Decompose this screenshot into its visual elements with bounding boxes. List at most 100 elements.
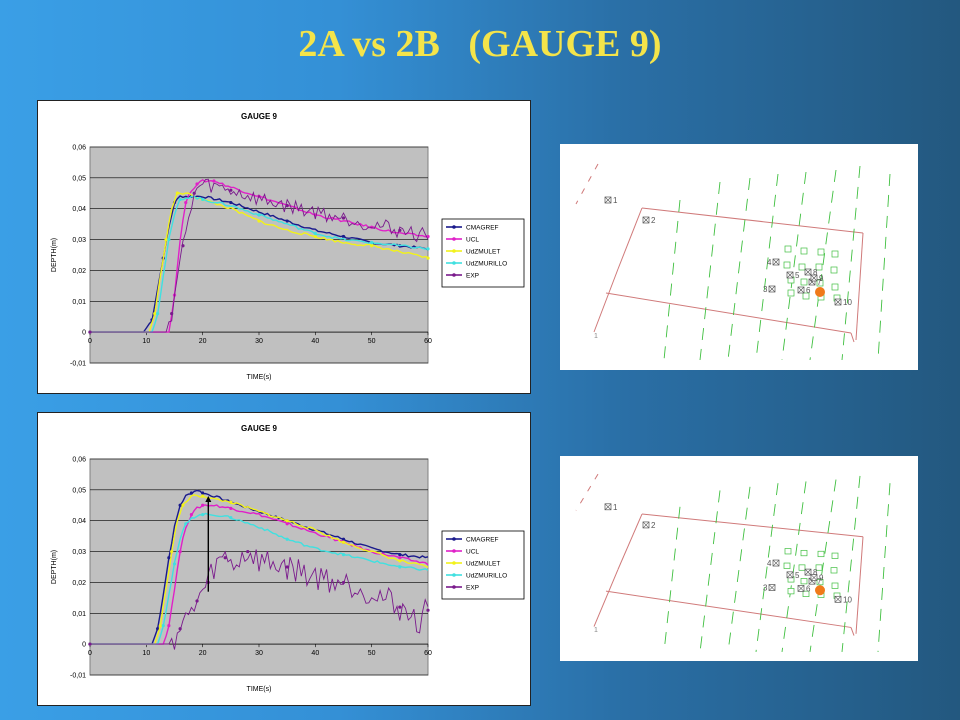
legend-label: UdZMURILLO <box>466 261 507 268</box>
data-point <box>398 559 402 563</box>
data-point <box>153 312 157 316</box>
gauge-label: 5 <box>795 271 800 280</box>
data-point <box>341 537 346 541</box>
gauge-label: 10 <box>843 595 852 604</box>
legend-marker <box>452 585 456 589</box>
x-tick-label: 60 <box>424 650 432 657</box>
gauge-cross <box>810 274 818 282</box>
boundary-line <box>641 513 864 538</box>
x-tick-label: 50 <box>368 650 376 657</box>
data-point <box>201 503 205 507</box>
gauge-marker: 7 <box>808 278 822 287</box>
x-tick-label: 20 <box>199 338 207 345</box>
y-tick-label: -0,01 <box>70 361 86 368</box>
legend-label: UdZMULET <box>466 561 500 568</box>
y-tick-label: 0,04 <box>72 206 86 213</box>
data-point <box>246 549 250 554</box>
data-point <box>426 247 430 251</box>
boundary-line <box>593 268 619 333</box>
gauge-cross <box>786 271 794 279</box>
building-block <box>783 562 791 569</box>
gauge-layout-map-bottom: 1 2 3 4 5 6 7 8 9 10 1 <box>560 456 918 661</box>
contour-line <box>755 173 779 361</box>
data-point <box>285 537 289 541</box>
data-point <box>201 512 205 517</box>
data-point <box>341 580 346 585</box>
x-tick-label: 30 <box>255 650 263 657</box>
building-block <box>816 279 824 287</box>
boundary-line <box>593 569 619 627</box>
data-point <box>172 562 177 566</box>
gauge-cross <box>810 574 818 581</box>
gauge-label: 7 <box>817 278 822 287</box>
data-point <box>370 241 374 245</box>
boundary-line <box>850 332 855 343</box>
contour-line <box>727 486 751 652</box>
contour-line <box>809 479 837 652</box>
chart-title: GAUGE 9 <box>241 424 278 433</box>
gauge-cross <box>604 196 612 204</box>
slide-title: 2A vs 2B (GAUGE 9) <box>298 23 662 65</box>
data-point <box>285 519 289 523</box>
building-block <box>800 247 808 255</box>
gauge-label: 5 <box>795 571 800 580</box>
y-axis-title: DEPTH(m) <box>51 238 58 272</box>
data-point <box>229 506 233 510</box>
building-block <box>816 579 824 586</box>
data-point <box>201 494 205 498</box>
data-point <box>195 182 199 186</box>
legend-marker <box>452 561 456 565</box>
corner-label: 1 <box>594 333 598 340</box>
building-block <box>800 578 808 585</box>
legend-marker <box>452 549 456 553</box>
y-tick-label: 0,01 <box>72 299 86 306</box>
building-block <box>783 261 791 269</box>
y-tick-label: 0,05 <box>72 487 86 494</box>
contour-line <box>841 165 861 361</box>
building-block <box>798 263 806 271</box>
contour-line <box>841 475 861 652</box>
gauge-label: 4 <box>767 559 772 568</box>
y-tick-label: 0,02 <box>72 268 86 275</box>
gauge-marker: 1 <box>604 196 618 205</box>
gauge-marker: 6 <box>797 584 811 593</box>
gauge-cross <box>834 596 842 603</box>
data-point <box>341 553 346 557</box>
data-point <box>212 179 216 183</box>
building-block <box>831 283 839 291</box>
building-block <box>817 550 825 558</box>
boundary-line <box>605 590 852 628</box>
x-tick-label: 0 <box>88 338 92 345</box>
y-tick-label: 0,01 <box>72 611 86 618</box>
data-point <box>341 234 346 239</box>
contour-line <box>781 481 807 652</box>
contour-line <box>877 173 891 361</box>
x-tick-label: 60 <box>424 338 432 345</box>
x-tick-label: 50 <box>368 338 376 345</box>
contour-line <box>663 199 681 361</box>
data-point <box>175 191 179 195</box>
data-point <box>178 549 182 554</box>
building-block <box>830 567 838 574</box>
gauge-cross <box>604 503 612 511</box>
gauge-marker: 2 <box>642 216 656 225</box>
data-point <box>229 516 233 520</box>
data-point <box>178 627 182 631</box>
boundary-line <box>605 292 852 334</box>
x-tick-label: 0 <box>88 650 92 657</box>
gauge-chart-bottom: -0,01 0 0,01 0,02 0,03 0,04 0,05 0,06 0 10 20 30 40 5… <box>37 412 531 706</box>
data-point <box>341 216 346 220</box>
y-tick-label: 0,03 <box>72 549 86 556</box>
gauge-label: 3 <box>763 285 768 294</box>
legend-marker <box>452 261 456 265</box>
data-point <box>170 549 174 554</box>
gauge-label: 8 <box>813 568 818 577</box>
y-tick-label: 0,03 <box>72 237 86 244</box>
gauge-chart-top: -0,01 0 0,01 0,02 0,03 0,04 0,05 0,06 0 10 20 30 40 5… <box>37 100 531 394</box>
building-block <box>787 588 795 595</box>
gauge-label: 6 <box>806 286 811 295</box>
boundary-line <box>617 513 643 570</box>
data-point <box>257 219 261 223</box>
data-point <box>398 605 402 609</box>
building-block <box>830 266 838 274</box>
